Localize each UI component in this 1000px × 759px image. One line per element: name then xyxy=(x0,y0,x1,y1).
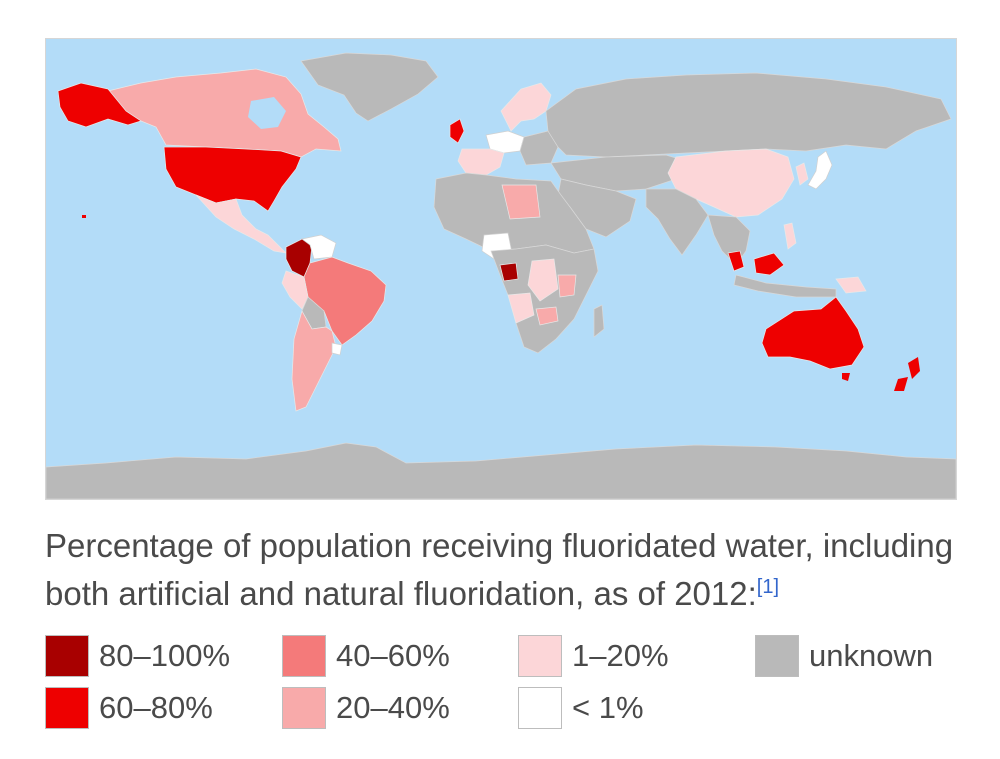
region-korea xyxy=(795,162,809,186)
legend-swatch-p60_80 xyxy=(45,687,89,729)
legend-item-p40_60: 40–60% xyxy=(282,634,450,678)
legend-item-p1_20: 1–20% xyxy=(518,634,669,678)
region-peru xyxy=(281,270,309,310)
region-argentina xyxy=(291,310,337,412)
legend-item-lt1: < 1% xyxy=(518,686,644,730)
region-india xyxy=(645,188,709,256)
region-tasmania xyxy=(842,373,850,381)
citation-link[interactable]: [1] xyxy=(756,576,780,598)
legend-swatch-unknown xyxy=(755,635,799,677)
region-madagascar xyxy=(593,304,605,338)
region-canada xyxy=(107,68,342,158)
hudson-bay xyxy=(248,97,286,129)
caption-text: Percentage of population receiving fluor… xyxy=(45,527,954,612)
region-new-zealand xyxy=(894,357,920,391)
legend-swatch-p1_20 xyxy=(518,635,562,677)
region-gabon xyxy=(499,262,519,282)
legend-swatch-lt1 xyxy=(518,687,562,729)
region-greenland xyxy=(300,52,439,122)
region-mexico xyxy=(195,194,288,254)
region-east-africa xyxy=(527,258,559,302)
legend-item-p60_80: 60–80% xyxy=(45,686,213,730)
region-uruguay xyxy=(331,342,343,356)
legend-swatch-p20_40 xyxy=(282,687,326,729)
map-caption: Percentage of population receiving fluor… xyxy=(45,522,975,618)
region-uk xyxy=(449,118,465,144)
legend-label-p60_80: 60–80% xyxy=(99,690,213,725)
region-alaska xyxy=(57,82,142,128)
legend-label-p40_60: 40–60% xyxy=(336,638,450,673)
legend-swatch-p40_60 xyxy=(282,635,326,677)
legend-item-p20_40: 20–40% xyxy=(282,686,450,730)
world-map xyxy=(45,38,957,500)
world-map-svg xyxy=(46,39,956,499)
legend-label-p20_40: 20–40% xyxy=(336,690,450,725)
legend-item-p80_100: 80–100% xyxy=(45,634,230,678)
region-zambia xyxy=(535,306,559,326)
region-antarctica xyxy=(46,442,956,499)
region-australia xyxy=(761,296,865,370)
region-usa xyxy=(163,146,302,212)
region-philippines xyxy=(783,222,797,250)
region-malaysia xyxy=(727,250,745,272)
region-tanzania xyxy=(557,274,577,298)
legend-label-p1_20: 1–20% xyxy=(572,638,669,673)
legend-swatch-p80_100 xyxy=(45,635,89,677)
region-russia xyxy=(545,72,952,158)
region-western-europe xyxy=(457,148,505,176)
legend-label-p80_100: 80–100% xyxy=(99,638,231,673)
region-angola xyxy=(507,292,535,324)
legend-item-unknown: unknown xyxy=(755,634,933,678)
region-japan xyxy=(807,150,833,190)
region-hawaii xyxy=(82,215,86,218)
region-borneo xyxy=(753,252,785,276)
legend-label-lt1: < 1% xyxy=(572,690,644,725)
region-papua xyxy=(835,276,867,294)
legend-label-unknown: unknown xyxy=(809,638,934,673)
region-libya xyxy=(501,184,541,220)
